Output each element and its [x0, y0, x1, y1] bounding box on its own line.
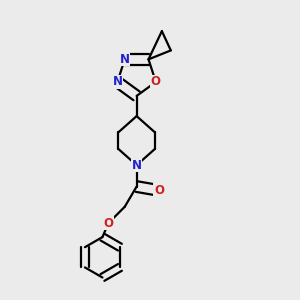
Text: N: N — [120, 53, 130, 66]
Text: O: O — [103, 217, 113, 230]
Text: O: O — [154, 184, 164, 197]
Text: N: N — [112, 75, 122, 88]
Text: N: N — [132, 159, 142, 172]
Text: O: O — [151, 75, 161, 88]
